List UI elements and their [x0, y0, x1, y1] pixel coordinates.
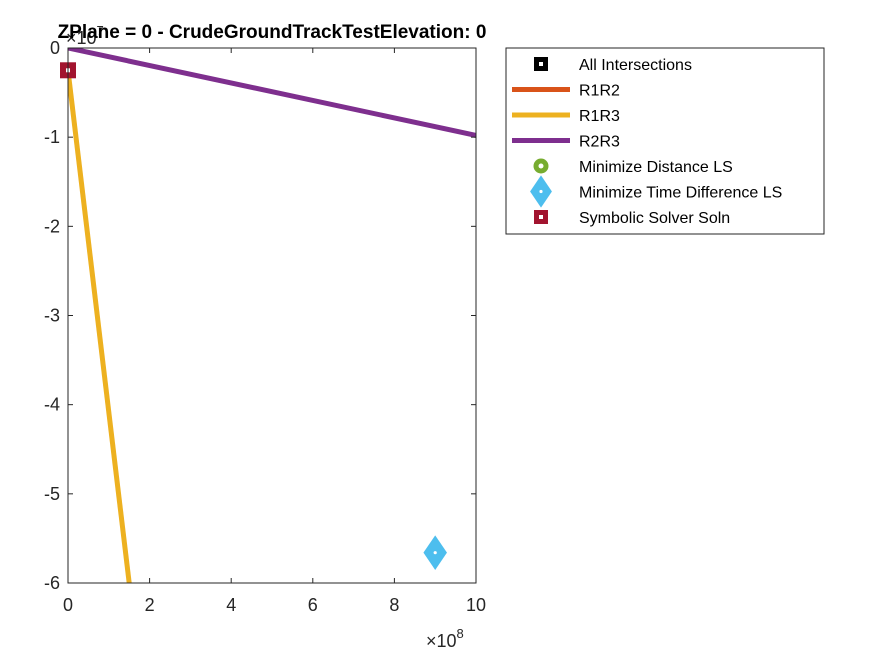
legend-label: R1R3: [579, 108, 620, 125]
legend-swatch-marker: [530, 175, 552, 208]
title-area: ZPlane = 0 - CrudeGroundTrackTestElevati…: [58, 22, 487, 43]
y-tick-label: -3: [44, 306, 60, 326]
legend-label: Symbolic Solver Soln: [579, 210, 730, 227]
y-tick-label: -5: [44, 484, 60, 504]
legend-entry-minimize-distance-ls: Minimize Distance LS: [533, 158, 733, 176]
legend-swatch-marker-center: [539, 189, 543, 194]
x-tick-label: 2: [145, 595, 155, 615]
data-point-minimize-time-difference-ls-0: [423, 535, 447, 571]
series-line-r2r3: [68, 48, 476, 138]
chart-title: ZPlane = 0 - CrudeGroundTrackTestElevati…: [58, 22, 487, 43]
y-exponent-power: 7: [97, 23, 104, 38]
legend-entry-r1r3: R1R3: [512, 108, 620, 125]
legend-swatch-marker-center: [539, 215, 543, 219]
x-tick-label: 4: [226, 595, 236, 615]
series-group: [68, 48, 476, 583]
series-line-r1r3: [68, 69, 132, 583]
y-tick-label: -2: [44, 216, 60, 236]
y-tick-label: -4: [44, 395, 60, 415]
x-exponent-power: 8: [457, 626, 464, 641]
legend-swatch-marker-center: [538, 163, 544, 169]
legend-entry-all-intersections: All Intersections: [534, 57, 692, 74]
data-point-minimize-time-difference-ls-0-center: [433, 551, 437, 555]
y-exponent-base: ×10: [66, 28, 97, 48]
legend-entry-r2r3: R2R3: [512, 134, 620, 151]
axes: 0 2 4 6 8 100-1-2-3-4-5-6×108×107: [44, 23, 486, 651]
legend-label: All Intersections: [579, 57, 692, 74]
legend-entry-minimize-time-difference-ls: Minimize Time Difference LS: [530, 175, 782, 208]
legend: All Intersections R1R2 R1R3 R2R3 Minimize Di…: [505, 47, 825, 235]
legend-swatch-marker: [533, 158, 549, 174]
x-exponent-label: ×108: [426, 626, 464, 651]
x-tick-label: 6: [308, 595, 318, 615]
plot-area: [60, 48, 476, 583]
y-tick-label: -6: [44, 573, 60, 593]
legend-swatch-marker: [534, 210, 548, 224]
legend-label: Minimize Time Difference LS: [579, 185, 782, 202]
legend-label: R2R3: [579, 134, 620, 151]
legend-swatch-marker-center: [539, 62, 543, 66]
legend-entry-symbolic-solver-soln: Symbolic Solver Soln: [534, 210, 730, 227]
plot-background: [68, 48, 476, 583]
legend-entry-r1r2: R1R2: [512, 83, 620, 100]
y-tick-label: -1: [44, 127, 60, 147]
x-exponent-base: ×10: [426, 631, 457, 651]
legend-label: Minimize Distance LS: [579, 159, 733, 176]
y-tick-label: 0: [50, 38, 60, 58]
legend-label: R1R2: [579, 83, 620, 100]
x-tick-label: 10: [466, 595, 486, 615]
legend-swatch-marker: [534, 57, 548, 71]
x-tick-label: 0: [63, 595, 73, 615]
y-exponent-label: ×107: [66, 23, 104, 48]
x-tick-label: 8: [389, 595, 399, 615]
